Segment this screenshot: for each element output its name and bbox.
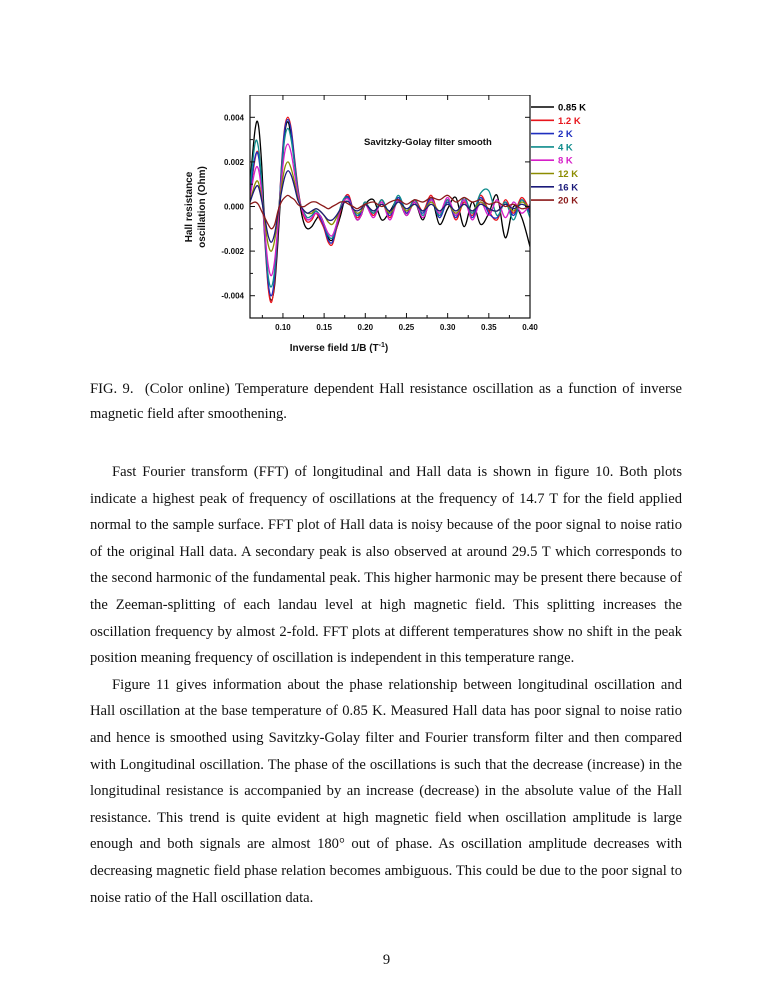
y-axis-label-line2: oscillation (Ohm) bbox=[197, 166, 208, 248]
chart-annotation: Savitzky-Golay filter smooth bbox=[364, 137, 492, 148]
x-tick-label: 0.30 bbox=[440, 323, 456, 332]
y-tick-label: 0.002 bbox=[224, 158, 245, 167]
figure-label: FIG. 9. bbox=[90, 381, 134, 397]
series-line-20-K bbox=[250, 194, 530, 230]
hall-oscillation-chart: 0.10 0.15 0.20 0.25 0.30 0.35 0.40 -0.004 -0.002… bbox=[184, 95, 586, 354]
legend-label: 1.2 K bbox=[558, 116, 581, 127]
legend-label: 4 K bbox=[558, 142, 573, 153]
page-number: 9 bbox=[382, 952, 391, 968]
legend-label: 20 K bbox=[558, 196, 578, 207]
legend-label: 8 K bbox=[558, 156, 573, 167]
plot-frame bbox=[249, 95, 531, 319]
legend-label: 0.85 K bbox=[558, 103, 586, 114]
y-tick-label: 0.000 bbox=[224, 203, 245, 212]
legend-label: 16 K bbox=[558, 182, 578, 193]
x-tick-label: 0.15 bbox=[316, 323, 332, 332]
paragraph-2: Figure 11 gives information about the ph… bbox=[90, 676, 682, 906]
figure-caption: FIG. 9. (Color online) Temperature depen… bbox=[90, 377, 682, 427]
x-axis-label: Inverse field 1/B (T-1) bbox=[290, 342, 389, 354]
x-tick-label: 0.20 bbox=[358, 323, 374, 332]
figure-9: 0.10 0.15 0.20 0.25 0.30 0.35 0.40 -0.004 -0.002… bbox=[180, 95, 600, 360]
x-tick-label: 0.10 bbox=[275, 323, 291, 332]
legend-label: 2 K bbox=[558, 129, 573, 140]
body-text: Fast Fourier transform (FFT) of longitud… bbox=[90, 459, 682, 911]
x-tick-label: 0.35 bbox=[481, 323, 497, 332]
x-tick-label: 0.40 bbox=[522, 323, 538, 332]
figure-caption-text: (Color online) Temperature dependent Hal… bbox=[90, 381, 682, 422]
y-axis-label-line1: Hall resistance bbox=[184, 171, 195, 242]
legend-label: 12 K bbox=[558, 169, 578, 180]
y-tick-label: -0.002 bbox=[221, 247, 244, 256]
x-tick-label: 0.25 bbox=[399, 323, 415, 332]
y-tick-label: 0.004 bbox=[224, 113, 245, 122]
y-tick-label: -0.004 bbox=[221, 292, 244, 301]
paragraph-1: Fast Fourier transform (FFT) of longitud… bbox=[90, 464, 682, 667]
series-line-12-K bbox=[250, 161, 530, 252]
series-line-16-K bbox=[250, 170, 530, 243]
legend: 0.85 K 1.2 K 2 K 4 K 8 K 12 K 16 K 20 K bbox=[531, 103, 586, 207]
